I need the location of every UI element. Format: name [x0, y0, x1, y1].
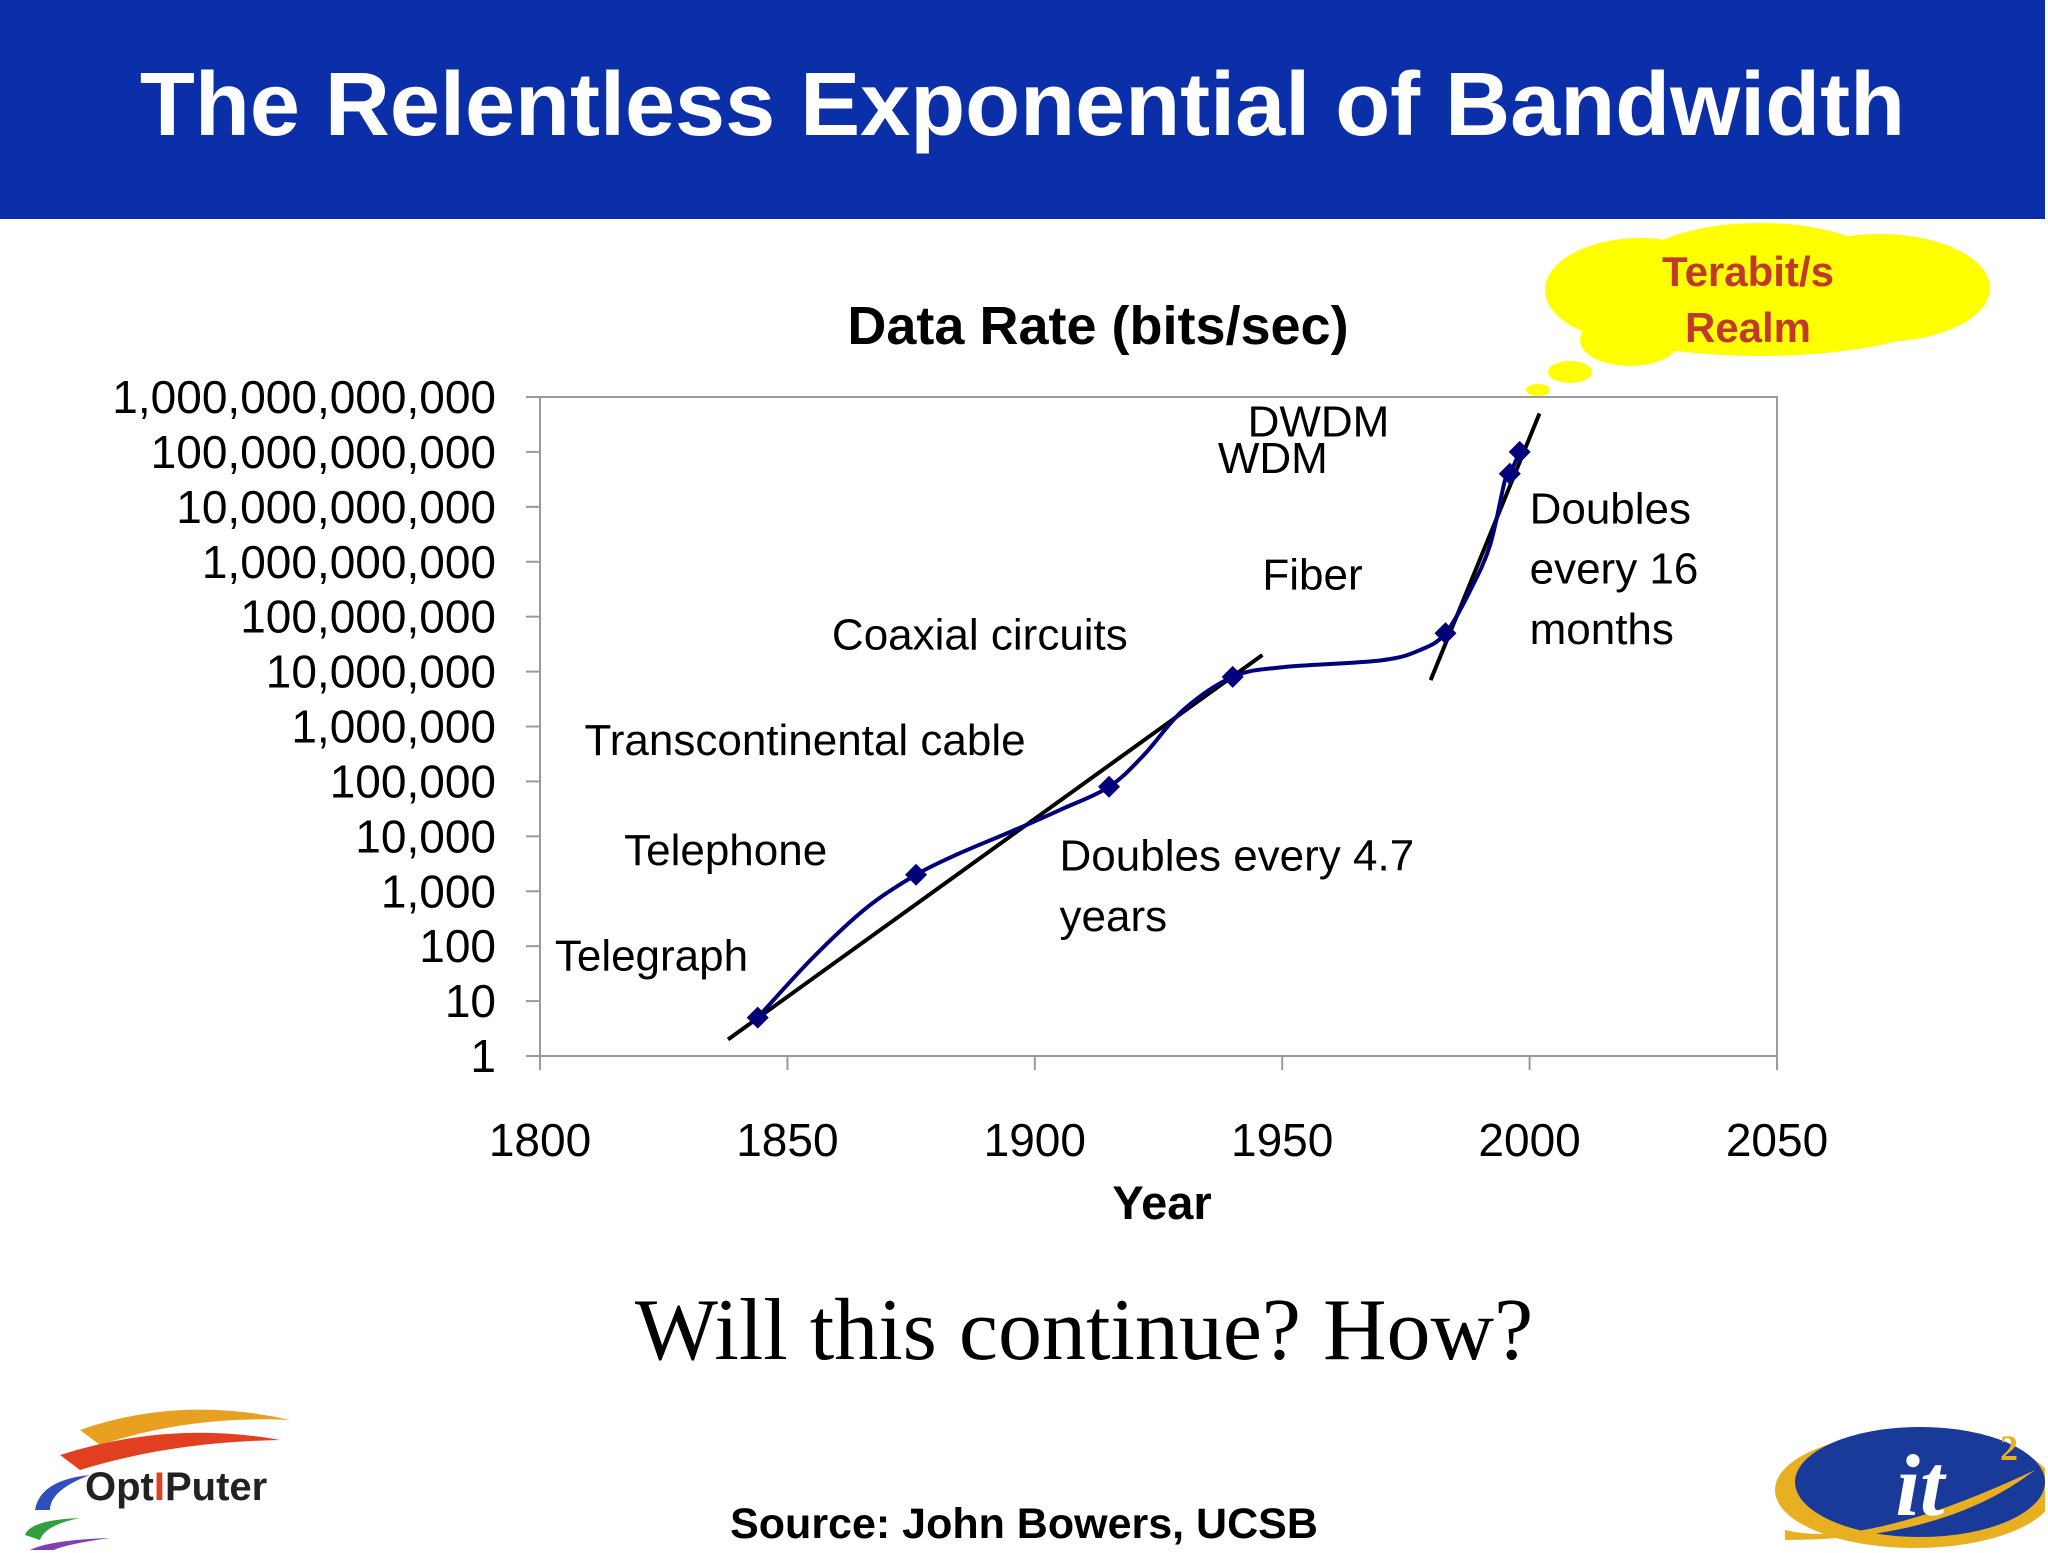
x-tick-label: 1950: [1231, 1114, 1333, 1166]
svg-text:it: it: [1896, 1438, 1947, 1535]
data-point-marker: [1434, 622, 1457, 645]
y-tick-label: 10,000,000: [266, 646, 496, 698]
optiputer-logo: OptIPuter: [25, 1409, 290, 1550]
data-point-marker: [1498, 462, 1521, 485]
data-point-marker: [905, 863, 928, 886]
annotations: Telegraph Telephone Transcontinental cable…: [555, 398, 1699, 981]
y-tick-label: 100,000: [330, 755, 496, 807]
annotation-label: Fiber: [1262, 551, 1362, 600]
x-axis: 1800 1850 1900 1950 2000 2050: [489, 1056, 1828, 1166]
annotation-label: Doubles: [1530, 484, 1691, 533]
data-point-marker: [1221, 665, 1244, 688]
y-axis: 1101001,00010,000100,0001,000,00010,000,…: [112, 371, 540, 1082]
y-tick-label: 100: [419, 920, 496, 972]
annotation-label: DWDM: [1248, 398, 1390, 447]
data-points: [746, 440, 1531, 1029]
annotation-label: WDM: [1218, 434, 1328, 483]
title-bar: The Relentless Exponential of Bandwidth: [0, 0, 2045, 219]
annotation-label: Telephone: [624, 826, 827, 875]
slide-title: The Relentless Exponential of Bandwidth: [139, 55, 1906, 155]
y-tick-label: 1,000,000: [291, 701, 496, 753]
y-tick-label: 1: [470, 1030, 496, 1082]
cloud-text-line1: Terabit/s: [1662, 248, 1834, 295]
data-point-marker: [746, 1006, 769, 1029]
x-tick-label: 2000: [1478, 1114, 1580, 1166]
x-tick-label: 2050: [1726, 1114, 1828, 1166]
x-tick-label: 1900: [984, 1114, 1086, 1166]
data-point-marker: [1508, 440, 1531, 463]
slide-question: Will this continue? How?: [634, 1282, 1534, 1379]
y-tick-label: 10: [445, 975, 496, 1027]
annotation-label: years: [1060, 892, 1168, 941]
x-tick-label: 1850: [736, 1114, 838, 1166]
svg-text:2: 2: [2000, 1428, 2018, 1468]
terabit-cloud: Terabit/s Realm: [1526, 223, 1990, 396]
x-axis-label: Year: [1112, 1176, 1211, 1229]
data-point-marker: [1098, 775, 1121, 798]
it2-logo: it 2: [1775, 1427, 2045, 1548]
y-tick-label: 1,000: [381, 865, 496, 917]
annotation-label: Transcontinental cable: [585, 716, 1026, 765]
x-tick-label: 1800: [489, 1114, 591, 1166]
y-tick-label: 1,000,000,000: [202, 536, 496, 588]
cloud-text-line2: Realm: [1685, 304, 1811, 351]
bandwidth-chart: Terabit/s Realm Data Rate (bits/sec) 110…: [112, 223, 1990, 1229]
y-tick-label: 1,000,000,000,000: [112, 371, 496, 423]
source-credit: Source: John Bowers, UCSB: [730, 1500, 1318, 1548]
y-tick-label: 10,000: [355, 810, 496, 862]
chart-title: Data Rate (bits/sec): [847, 296, 1348, 356]
svg-text:OptIPuter: OptIPuter: [85, 1465, 267, 1509]
y-tick-label: 100,000,000,000: [151, 426, 496, 478]
y-tick-label: 10,000,000,000: [176, 481, 496, 533]
annotation-label: months: [1530, 605, 1674, 654]
annotation-label: every 16: [1530, 545, 1699, 594]
annotation-label: Doubles every 4.7: [1060, 831, 1415, 880]
annotation-label: Coaxial circuits: [832, 611, 1128, 660]
annotation-label: Telegraph: [555, 932, 748, 981]
y-tick-label: 100,000,000: [240, 591, 496, 643]
